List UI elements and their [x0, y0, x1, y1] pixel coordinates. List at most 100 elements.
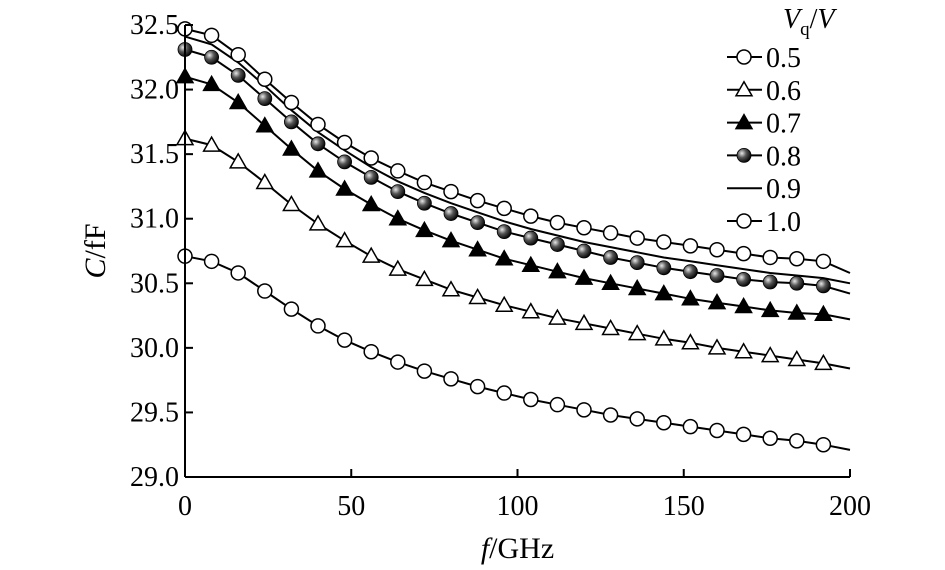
data-point-0.7	[308, 161, 328, 178]
data-point-1.0	[523, 208, 539, 224]
data-point-0.8	[496, 224, 512, 240]
data-point-0.7	[707, 293, 727, 310]
data-point-1.0	[283, 94, 300, 111]
x-tick-label: 0	[178, 491, 192, 522]
data-point-0.6	[468, 287, 487, 305]
data-point-0.8	[416, 195, 432, 211]
data-point-0.7	[734, 297, 753, 314]
data-point-1.0	[682, 238, 699, 254]
data-point-0.5	[682, 418, 699, 435]
data-point-0.7	[255, 116, 275, 133]
legend-title-v2: V	[817, 4, 837, 35]
data-point-0.8	[550, 237, 565, 252]
data-point-0.5	[549, 396, 566, 413]
data-point-0.5	[602, 407, 619, 423]
data-point-0.5	[709, 422, 725, 439]
data-point-0.7	[202, 74, 221, 92]
data-point-0.7	[415, 220, 434, 238]
data-point-0.7	[814, 304, 833, 322]
x-axis-title-unit: /GHz	[489, 532, 554, 565]
series-0.9	[184, 35, 851, 285]
data-point-1.0	[257, 71, 273, 87]
data-point-0.7	[574, 268, 594, 285]
data-point-0.8	[283, 114, 299, 130]
data-point-1.0	[496, 200, 512, 217]
data-point-0.7	[468, 240, 487, 257]
x-tick-label: 200	[829, 491, 871, 522]
legend-label: 0.5	[766, 43, 801, 74]
data-point-0.8	[470, 215, 486, 230]
data-point-1.0	[310, 116, 326, 133]
data-point-0.6	[361, 246, 381, 263]
x-tick-label: 50	[337, 491, 365, 522]
data-point-0.7	[388, 209, 408, 226]
data-point-0.8	[443, 206, 459, 221]
data-point-0.8	[204, 49, 220, 65]
data-point-1.0	[549, 214, 566, 231]
data-point-0.8	[816, 278, 831, 294]
legend-entry-0.6: 0.6	[727, 76, 801, 107]
data-point-0.5	[656, 415, 672, 431]
legend-title-subscript: q	[800, 19, 810, 40]
data-point-0.6	[760, 346, 780, 363]
data-point-0.5	[257, 283, 273, 299]
data-point-0.8	[603, 250, 618, 265]
legend-entry-0.9: 0.9	[727, 174, 801, 205]
legend-marker	[734, 80, 754, 97]
data-point-1.0	[416, 174, 433, 191]
data-point-0.8	[656, 260, 672, 276]
y-axis-title-unit: /fF	[79, 223, 112, 258]
data-point-0.8	[257, 91, 273, 107]
data-point-0.6	[814, 353, 833, 371]
series-0.6	[175, 129, 851, 371]
y-tick-label: 31.5	[130, 139, 179, 170]
data-point-0.5	[443, 371, 459, 387]
series-line-1.0	[184, 27, 851, 274]
data-point-0.8	[683, 264, 698, 280]
y-tick-label: 29.0	[130, 462, 179, 493]
data-point-0.6	[494, 295, 514, 312]
data-point-1.0	[656, 234, 672, 250]
data-point-0.5	[735, 426, 752, 443]
data-point-1.0	[815, 253, 832, 270]
data-point-0.5	[390, 354, 406, 370]
data-point-0.7	[521, 255, 541, 272]
data-point-0.7	[681, 289, 700, 306]
legend-label: 0.8	[766, 141, 801, 172]
plot-area	[175, 21, 851, 453]
data-point-0.5	[576, 402, 592, 418]
data-point-1.0	[390, 163, 406, 179]
series-0.7	[175, 67, 851, 322]
data-point-1.0	[363, 150, 379, 166]
y-tick-label: 30.0	[130, 333, 179, 364]
data-point-0.7	[361, 194, 381, 212]
legend-entry-1.0: 1.0	[727, 207, 801, 238]
data-point-0.8	[523, 230, 539, 246]
x-axis-title: f/GHz	[481, 532, 554, 565]
data-point-0.6	[601, 318, 620, 336]
y-tick-label: 30.5	[130, 268, 179, 299]
data-point-0.5	[469, 378, 486, 395]
data-point-0.8	[390, 184, 406, 199]
data-point-0.7	[494, 249, 514, 266]
data-point-1.0	[762, 249, 778, 266]
data-point-0.7	[441, 231, 461, 248]
data-point-0.6	[228, 152, 248, 169]
data-point-0.8	[576, 243, 592, 259]
series-line-0.9	[184, 35, 851, 285]
data-point-0.8	[337, 154, 353, 170]
data-point-0.6	[548, 308, 567, 325]
data-point-0.6	[734, 342, 753, 359]
legend-entry-0.7: 0.7	[727, 109, 801, 140]
legend-label: 0.6	[766, 76, 801, 107]
data-point-0.5	[230, 265, 246, 281]
data-point-0.6	[574, 313, 594, 331]
data-point-0.8	[363, 169, 379, 185]
data-point-1.0	[735, 245, 752, 262]
y-tick-label: 32.0	[130, 75, 179, 106]
legend-label: 0.9	[766, 174, 801, 205]
data-point-0.6	[308, 214, 328, 231]
data-point-1.0	[336, 134, 353, 151]
legend-entry-0.5: 0.5	[727, 43, 801, 74]
legend-marker	[734, 113, 754, 130]
